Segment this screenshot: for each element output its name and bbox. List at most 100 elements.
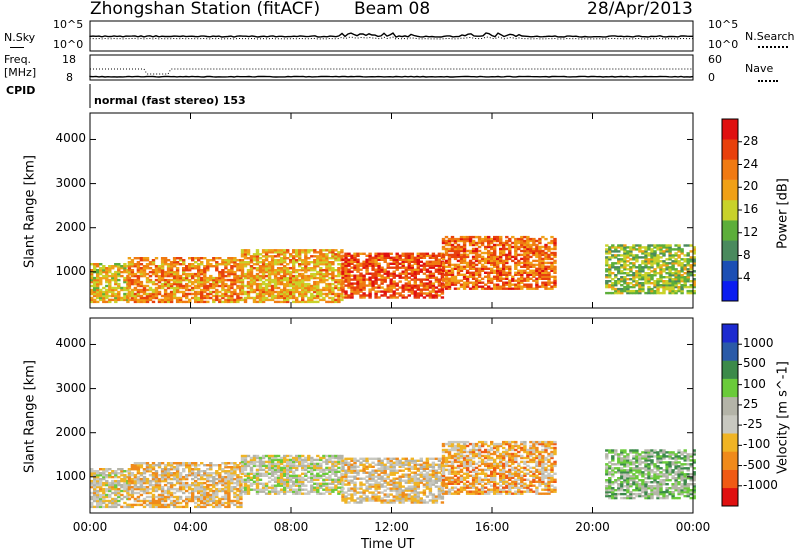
heatmap-cell [404, 272, 408, 275]
heatmap-cell [499, 255, 503, 259]
heatmap-cell [270, 486, 275, 489]
heatmap-cell [166, 485, 171, 489]
heatmap-cell [172, 491, 177, 495]
heatmap-cell [514, 239, 518, 243]
heatmap-cell [142, 487, 147, 491]
heatmap-cell [191, 477, 195, 481]
heatmap-cell [301, 460, 305, 464]
heatmap-cell [292, 296, 296, 300]
heatmap-cell [656, 282, 660, 285]
heatmap-cell [169, 487, 174, 491]
heatmap-cell [547, 255, 551, 259]
heatmap-cell [163, 270, 168, 274]
heatmap-cell [337, 476, 341, 479]
heatmap-cell [538, 259, 542, 263]
heatmap-cell [169, 483, 174, 487]
heatmap-cell [362, 278, 366, 281]
heatmap-cell [255, 249, 260, 252]
heatmap-cell [185, 483, 189, 487]
heatmap-cell [126, 300, 130, 304]
heatmap-cell [337, 486, 341, 489]
heatmap-cell [319, 458, 323, 462]
heatmap-cell [353, 477, 357, 480]
heatmap-cell [310, 456, 314, 460]
heatmap-cell [538, 245, 542, 249]
heatmap-cell [99, 468, 103, 471]
heatmap-cell [462, 239, 467, 243]
heatmap-cell [404, 282, 408, 285]
heatmap-cell [218, 272, 222, 276]
heatmap-cell [623, 280, 627, 283]
heatmap-cell [301, 464, 305, 468]
heatmap-cell [206, 493, 210, 497]
heatmap-cell [261, 290, 266, 294]
heatmap-cell [468, 275, 473, 278]
heatmap-cell [350, 296, 354, 299]
heatmap-cell [398, 475, 402, 478]
heatmap-cell [416, 258, 420, 261]
heatmap-cell [422, 278, 427, 281]
heatmap-cell [356, 264, 360, 267]
heatmap-cell [230, 474, 234, 477]
heatmap-cell [683, 272, 687, 275]
heatmap-cell [185, 282, 189, 286]
heatmap-cell [668, 256, 672, 259]
heatmap-cell [130, 479, 135, 483]
heatmap-cell [328, 296, 332, 300]
heatmap-cell [316, 284, 320, 288]
heatmap-cell [279, 274, 284, 278]
heatmap-cell [319, 456, 323, 460]
heatmap-cell [514, 265, 518, 268]
heatmap-cell [224, 495, 228, 499]
heatmap-cell [215, 261, 219, 264]
heatmap-cell [185, 503, 189, 507]
heatmap-cell [283, 466, 287, 470]
heatmap-cell [313, 290, 317, 294]
heatmap-cell [674, 274, 678, 277]
heatmap-cell [239, 487, 243, 491]
heatmap-cell [356, 254, 360, 257]
heatmap-cell [276, 276, 281, 280]
heatmap-cell [447, 273, 452, 276]
heatmap-cell [325, 265, 329, 268]
heatmap-cell [166, 470, 171, 473]
heatmap-cell [240, 278, 245, 282]
heatmap-cell [471, 265, 476, 268]
heatmap-cell [422, 296, 427, 299]
heatmap-cell [111, 485, 115, 489]
heatmap-cell [662, 262, 666, 265]
heatmap-cell [224, 464, 228, 467]
heatmap-cell [239, 475, 243, 479]
heatmap-cell [334, 269, 338, 272]
heatmap-cell [307, 286, 311, 290]
heatmap-cell [353, 481, 357, 484]
heatmap-cell [261, 280, 266, 284]
heatmap-cell [638, 284, 642, 287]
heatmap-cell [550, 265, 554, 268]
heatmap-cell [166, 269, 171, 272]
heatmap-cell [356, 286, 360, 289]
heatmap-cell [93, 491, 97, 495]
heatmap-cell [197, 505, 201, 509]
heatmap-cell [102, 477, 106, 481]
heatmap-cell [230, 296, 234, 300]
heatmap-cell [233, 485, 237, 489]
heatmap-cell [316, 458, 320, 462]
heatmap-cell [224, 265, 228, 268]
heatmap-cell [209, 479, 213, 483]
heatmap-cell [283, 286, 287, 290]
heatmap-cell [692, 274, 696, 277]
heatmap-cell [93, 294, 97, 298]
heatmap-cell [298, 492, 302, 495]
heatmap-cell [130, 491, 135, 495]
heatmap-cell [236, 475, 240, 479]
heatmap-cell [371, 288, 375, 291]
heatmap-cell [407, 254, 411, 257]
heatmap-cell [133, 257, 138, 260]
heatmap-cell [331, 278, 335, 282]
heatmap-cell [371, 495, 375, 498]
heatmap-cell [647, 276, 651, 279]
heatmap-cell [686, 285, 690, 289]
heatmap-cell [474, 255, 479, 259]
heatmap-cell [374, 294, 378, 297]
